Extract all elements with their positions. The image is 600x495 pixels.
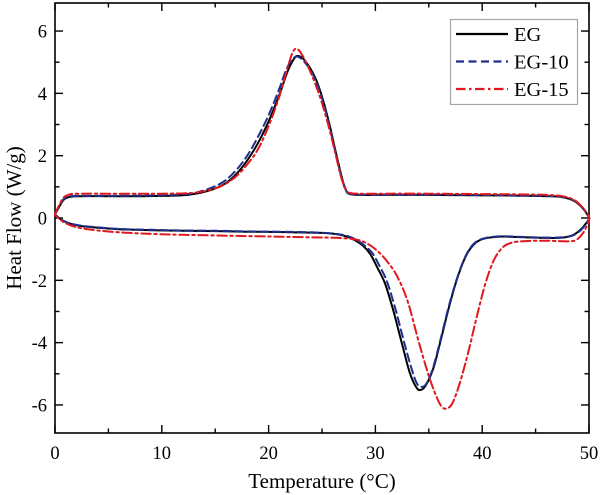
x-tick-label: 50 — [580, 444, 599, 464]
x-tick-label: 0 — [50, 444, 59, 464]
x-axis-label: Temperature (°C) — [248, 469, 395, 493]
legend-label-EG-10: EG-10 — [514, 52, 569, 74]
y-tick-label: -6 — [32, 396, 47, 416]
y-tick-label: -2 — [32, 272, 47, 292]
x-tick-label: 40 — [473, 444, 492, 464]
legend: EG EG-10 EG-15 — [449, 18, 579, 106]
x-tick-label: 10 — [153, 444, 172, 464]
series-EG-15 — [54, 47, 591, 410]
x-tick-label: 20 — [259, 444, 278, 464]
y-tick-label: 4 — [38, 85, 47, 105]
y-axis-label: Heat Flow (W/g) — [2, 146, 26, 289]
x-tick-label: 30 — [366, 444, 385, 464]
y-tick-label: 2 — [38, 147, 47, 167]
axis-ticks — [54, 3, 590, 433]
y-tick-label: -4 — [32, 334, 47, 354]
y-tick-label: 6 — [38, 23, 47, 43]
y-tick-label: 0 — [38, 210, 47, 230]
legend-label-EG: EG — [514, 24, 542, 46]
legend-label-EG-15: EG-15 — [514, 79, 569, 101]
